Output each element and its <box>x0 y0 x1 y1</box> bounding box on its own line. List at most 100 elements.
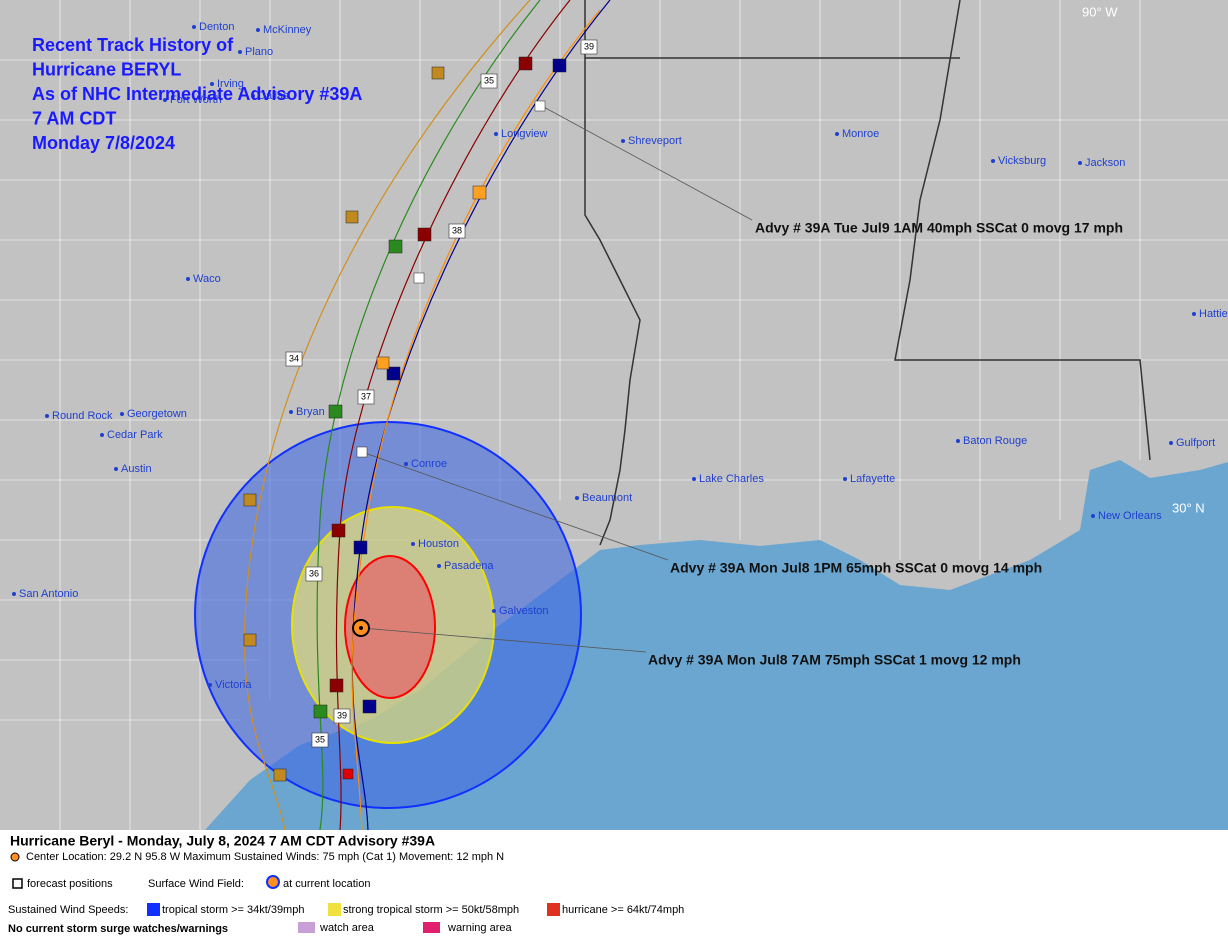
grid-label: 90° W <box>1082 4 1118 19</box>
city-label: Pasadena <box>444 560 494 572</box>
title-line: Hurricane BERYL <box>32 59 181 79</box>
city-label: Lake Charles <box>699 473 764 485</box>
city-dot <box>163 98 167 102</box>
legend-warning-swatch <box>423 922 440 933</box>
city-label: New Orleans <box>1098 510 1162 522</box>
legend-ts: tropical storm >= 34kt/39mph <box>162 904 304 916</box>
legend-sts-swatch <box>328 903 341 916</box>
city-label: Lafayette <box>850 473 895 485</box>
city-dot <box>1192 312 1196 316</box>
city-dot <box>1169 441 1173 445</box>
city-label: Baton Rouge <box>963 435 1027 447</box>
city-dot <box>12 592 16 596</box>
track-label-box <box>285 351 303 367</box>
city-label: Round Rock <box>52 410 113 422</box>
city-dot <box>114 467 118 471</box>
city-dot <box>492 609 496 613</box>
city-dot <box>692 477 696 481</box>
track-label-box <box>448 223 466 239</box>
city-dot <box>621 139 625 143</box>
legend-warning: warning area <box>447 922 512 934</box>
city-dot <box>251 94 255 98</box>
legend-current: at current location <box>283 878 370 890</box>
legend-surface: Surface Wind Field: <box>148 878 244 890</box>
city-dot <box>100 433 104 437</box>
city-label: Jackson <box>1085 157 1125 169</box>
state-borders <box>584 0 1151 546</box>
legend-ts-swatch <box>147 903 160 916</box>
city-dot <box>192 25 196 29</box>
city-dot <box>120 412 124 416</box>
grid-label: 30° N <box>1172 500 1205 515</box>
track-label: 38 <box>452 225 462 235</box>
city-label: Dallas <box>258 90 289 102</box>
advisory-leaders <box>361 104 753 653</box>
track-label: 39 <box>584 41 594 51</box>
city-dot <box>835 132 839 136</box>
track-label-box <box>480 73 498 89</box>
city-dot <box>991 159 995 163</box>
advisory-label: Advy # 39A Tue Jul9 1AM 40mph SSCat 0 mo… <box>755 220 1123 236</box>
city-label: Plano <box>245 46 273 58</box>
legend-surge: No current storm surge watches/warnings <box>8 923 228 935</box>
city-label: Cedar Park <box>107 429 163 441</box>
city-dot <box>843 477 847 481</box>
city-dot <box>575 496 579 500</box>
legend-watch-swatch <box>298 922 315 933</box>
city-dot <box>45 414 49 418</box>
city-dot <box>210 82 214 86</box>
city-label: Georgetown <box>127 408 187 420</box>
city-label: Bryan <box>296 406 325 418</box>
city-label: Vicksburg <box>998 155 1046 167</box>
track-label: 37 <box>361 391 371 401</box>
track-label: 39 <box>337 710 347 720</box>
city-label: Houston <box>418 538 459 550</box>
legend-center-icon <box>10 852 20 862</box>
track-label-box <box>311 732 329 748</box>
city-dot <box>411 542 415 546</box>
title-line: As of NHC Intermediate Advisory #39A <box>32 84 362 104</box>
city-label: San Antonio <box>19 588 78 600</box>
city-dot <box>956 439 960 443</box>
title-line: Monday 7/8/2024 <box>32 133 175 153</box>
legend-panel <box>0 830 1228 940</box>
city-dot <box>404 462 408 466</box>
hu-wind <box>344 555 436 699</box>
city-label: Beaumont <box>582 492 632 504</box>
legend-forecast-icon <box>12 878 23 889</box>
city-dot <box>1078 161 1082 165</box>
legend-current-icon <box>266 875 280 889</box>
city-label: McKinney <box>263 24 312 36</box>
city-label: Conroe <box>411 458 447 470</box>
title-line: Recent Track History of <box>32 35 234 55</box>
track-label: 36 <box>309 568 319 578</box>
track-markers <box>243 56 567 782</box>
city-label: Denton <box>199 21 234 33</box>
city-label: Hattie <box>1199 308 1228 320</box>
city-dot <box>289 410 293 414</box>
title-line: 7 AM CDT <box>32 108 116 128</box>
city-label: Waco <box>193 273 221 285</box>
legend-center: Center Location: 29.2 N 95.8 W Maximum S… <box>26 851 504 863</box>
city-label: Austin <box>121 463 152 475</box>
legend-speeds: Sustained Wind Speeds: <box>8 904 128 916</box>
city-dot <box>238 50 242 54</box>
city-label: Shreveport <box>628 135 682 147</box>
legend-hu-swatch <box>547 903 560 916</box>
legend-header: Hurricane Beryl - Monday, July 8, 2024 7… <box>10 833 435 849</box>
city-label: Victoria <box>215 679 252 691</box>
advisory-label: Advy # 39A Mon Jul8 1PM 65mph SSCat 0 mo… <box>670 560 1042 576</box>
city-dot <box>186 277 190 281</box>
legend-hu: hurricane >= 64kt/74mph <box>562 904 684 916</box>
legend-forecast: forecast positions <box>27 878 113 890</box>
legend-sts: strong tropical storm >= 50kt/58mph <box>343 904 519 916</box>
city-label: Monroe <box>842 128 879 140</box>
track-label: 35 <box>315 734 325 744</box>
track-label-box <box>333 708 351 724</box>
track-label-box <box>305 566 323 582</box>
city-label: Gulfport <box>1176 437 1215 449</box>
city-label: Fort Worth <box>170 94 222 106</box>
track-label: 34 <box>289 353 299 363</box>
wind-field <box>194 421 582 809</box>
